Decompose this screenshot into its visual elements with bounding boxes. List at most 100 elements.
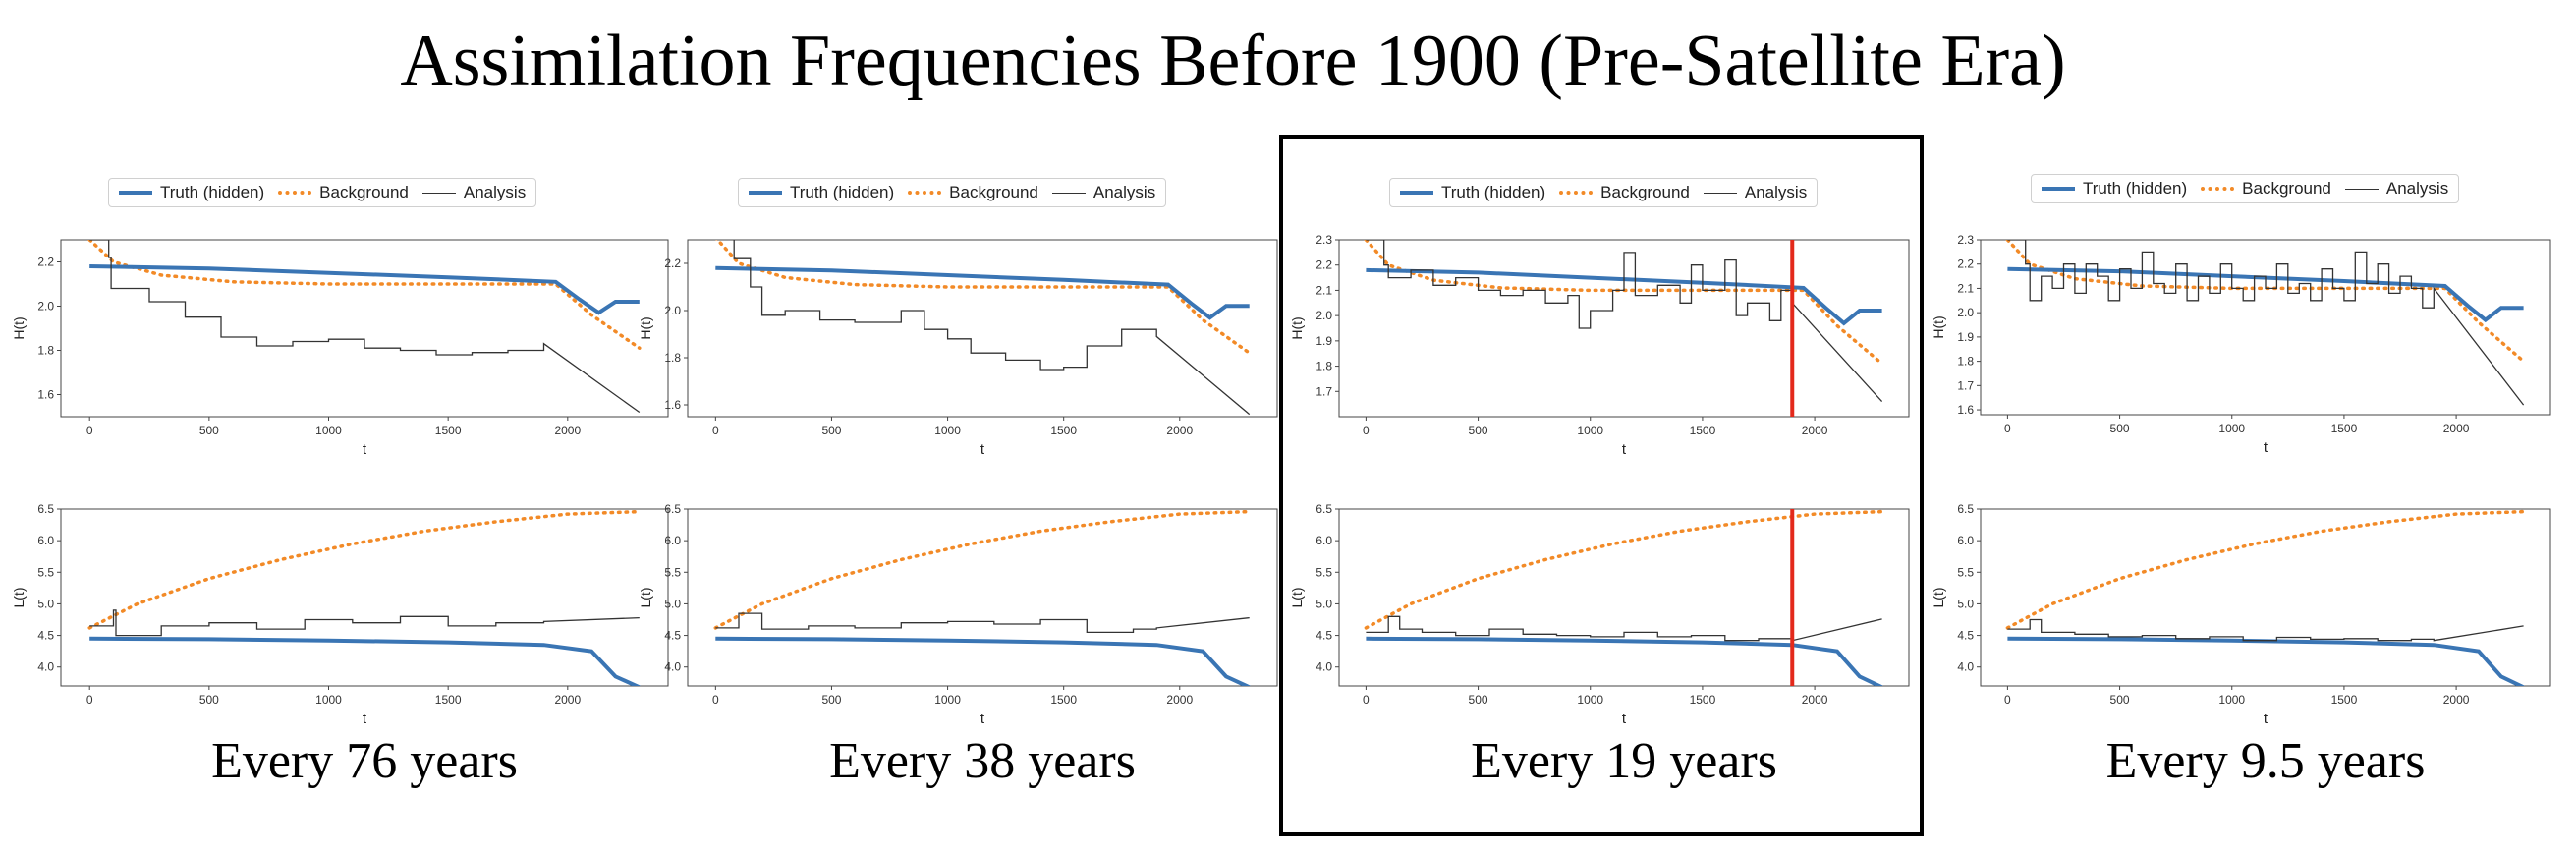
panel-4-top-xlabel: t (2264, 439, 2268, 456)
panel-1-bottom-analysis-line (89, 609, 640, 637)
panel-2-legend-background-swatch (908, 191, 942, 195)
panel-2-top-frame (687, 239, 1278, 418)
panel-1-top-ylabel: H(t) (11, 316, 27, 339)
panel-1-top-xtick-label: 1000 (315, 424, 342, 437)
panel-1-top-ytick-label: 1.6 (37, 388, 54, 402)
panel-2-top-truth-line (715, 265, 1250, 320)
panel-1-bottom-plot: 0 500 1000 1500 2000 4.0 4.5 5.0 5.5 6.0 6.5 t L(t) (11, 502, 669, 727)
panel-4-top-ytick-label: 2.3 (1957, 233, 1974, 247)
panel-2-legend-truth-label: Truth (hidden) (790, 183, 895, 201)
panel-1-top-xtick-label: 0 (86, 424, 93, 437)
panel-2-bottom-ytick-label: 5.5 (664, 565, 681, 579)
panel-3-top-ytick-label: 2.2 (1316, 258, 1332, 272)
panel-3-top-xtick-label: 1000 (1577, 424, 1603, 437)
panel-4-caption: Every 9.5 years (2105, 733, 2426, 789)
panel-2-bottom-ytick-label: 4.5 (664, 629, 681, 643)
panel-1-bottom-truth-line (89, 636, 641, 686)
panel-3-bottom-frame (1338, 508, 1910, 687)
panel-2-bottom-ytick-label: 6.0 (664, 534, 681, 547)
panel-2-top-background-line (715, 240, 1252, 355)
panel-3-bottom-xtick-label: 1500 (1690, 693, 1716, 707)
panel-2-bottom-xlabel: t (980, 711, 985, 727)
panel-2-legend-analysis-swatch (1051, 192, 1086, 194)
panel-4-bottom-ytick-label: 4.5 (1957, 629, 1974, 643)
panel-3-bottom-ylabel: L(t) (1289, 588, 1305, 608)
panel-3-top-frame (1338, 239, 1910, 418)
panel-3-top-xtick-label: 1500 (1690, 424, 1716, 437)
panel-1-bottom-xtick-label: 1000 (315, 693, 342, 707)
panel-2-bottom-truth-line (715, 636, 1251, 686)
panel-4-bottom-xtick-label: 0 (2004, 693, 2011, 707)
panel-3-bottom-ytick-label: 5.5 (1316, 565, 1332, 579)
panel-2-caption: Every 38 years (829, 733, 1136, 789)
panel-3-top-xlabel: t (1622, 441, 1627, 458)
panel-1-top-plot: 0 500 1000 1500 2000 1.6 1.8 2.0 2.2 t H(t) (11, 239, 669, 458)
panel-4-top-ytick-label: 1.9 (1957, 330, 1974, 344)
panel-3-bottom-ytick-label: 5.0 (1316, 597, 1332, 610)
panel-1-caption: Every 76 years (211, 733, 518, 789)
panel-3-bottom-ytick-label: 6.0 (1316, 534, 1332, 547)
panel-1-bottom-ytick-label: 4.5 (37, 629, 54, 643)
panel-4-legend-background-swatch (2201, 187, 2235, 191)
panel-2-bottom-ylabel: L(t) (638, 588, 653, 608)
panel-4-legend: Truth (hidden) Background Analysis (2031, 174, 2460, 203)
panel-3-legend-truth-label: Truth (hidden) (1441, 183, 1546, 201)
panel-3-legend-analysis: Analysis (1703, 183, 1808, 202)
panel-1-legend-analysis: Analysis (421, 183, 527, 202)
panel-2-top-xtick-label: 1500 (1050, 424, 1077, 437)
panel-2-bottom-plot: 0 500 1000 1500 2000 4.0 4.5 5.0 5.5 6.0 6.5 t L(t) (638, 502, 1278, 727)
panel-1-top-ytick-label: 1.8 (37, 344, 54, 358)
panel-2-top-xtick-label: 500 (821, 424, 841, 437)
panel-4-top-ytick-label: 1.6 (1957, 403, 1974, 417)
panel-1-bottom-background-line (87, 509, 642, 630)
panel-1-top-frame (60, 239, 669, 418)
panel-3-legend-background-swatch (1559, 191, 1594, 195)
panel-2-top-ytick-label: 2.0 (664, 304, 681, 317)
panel-1-top-xtick-label: 500 (199, 424, 219, 437)
panel-3-bottom-ytick-label: 4.0 (1316, 660, 1332, 674)
panel-3-caption: Every 19 years (1471, 733, 1777, 789)
panel-4-bottom-frame (1980, 508, 2551, 687)
panel-1-bottom-ytick-label: 6.5 (37, 502, 54, 516)
panel-1-legend-background: Background (278, 183, 409, 202)
panel-4-bottom-xlabel: t (2264, 711, 2268, 727)
panel-1-top-ytick-label: 2.2 (37, 256, 54, 269)
panel-1-bottom-xtick-label: 1500 (435, 693, 462, 707)
panel-3-bottom-xlabel: t (1622, 711, 1627, 727)
panel-4-top-analysis-line (2007, 240, 2525, 406)
panel-2-top-ytick-label: 1.6 (664, 398, 681, 412)
panel-1-top-truth-line (89, 264, 640, 315)
panel-2-legend-background: Background (908, 183, 1038, 202)
panel-1-legend: Truth (hidden) Background Analysis (108, 178, 537, 207)
panel-4-bottom-ytick-label: 5.0 (1957, 597, 1974, 610)
panel-4-top-ytick-label: 1.7 (1957, 378, 1974, 392)
panel-4-top-background-line (2005, 240, 2526, 364)
panel-4-bottom-xtick-label: 500 (2110, 693, 2130, 707)
panel-4-bottom-ytick-label: 4.0 (1957, 660, 1974, 674)
panel-4-bottom-analysis-line (2007, 618, 2524, 642)
panel-3-bottom-analysis-line (1366, 615, 1882, 642)
panel-2-bottom-xtick-label: 2000 (1166, 693, 1193, 707)
panel-1-top-xtick-label: 2000 (554, 424, 581, 437)
panel-2-legend-background-label: Background (949, 183, 1038, 201)
panel-4-top-xtick-label: 2000 (2443, 422, 2470, 435)
panel-4-legend-analysis-swatch (2344, 188, 2379, 190)
panel-3-top-xtick-label: 2000 (1802, 424, 1828, 437)
panel-4-bottom-plot: 0 500 1000 1500 2000 4.0 4.5 5.0 5.5 6.0 6.5 t L(t) (1931, 502, 2551, 727)
panel-3-legend-truth-swatch (1400, 191, 1433, 195)
panel-1-bottom-ytick-label: 4.0 (37, 660, 54, 674)
panel-3-legend-analysis-label: Analysis (1744, 183, 1808, 201)
panel-4-top-frame (1980, 239, 2551, 416)
panel-4-top-xtick-label: 1000 (2218, 422, 2245, 435)
panel-2-bottom-xtick-label: 1500 (1050, 693, 1077, 707)
panel-1-bottom-xtick-label: 0 (86, 693, 93, 707)
panel-4-top-ylabel: H(t) (1931, 315, 1946, 338)
panel-2-bottom-ytick-label: 4.0 (664, 660, 681, 674)
panel-1-legend-truth: Truth (hidden) (119, 183, 264, 202)
panel-3-top-ytick-label: 2.1 (1316, 283, 1332, 297)
panel-1-legend-analysis-label: Analysis (463, 183, 527, 201)
panel-1-bottom-ytick-label: 5.5 (37, 565, 54, 579)
panel-1-legend-analysis-swatch (421, 192, 456, 194)
panel-2-bottom-ytick-label: 5.0 (664, 597, 681, 610)
panel-1-top-background-line (87, 240, 642, 350)
